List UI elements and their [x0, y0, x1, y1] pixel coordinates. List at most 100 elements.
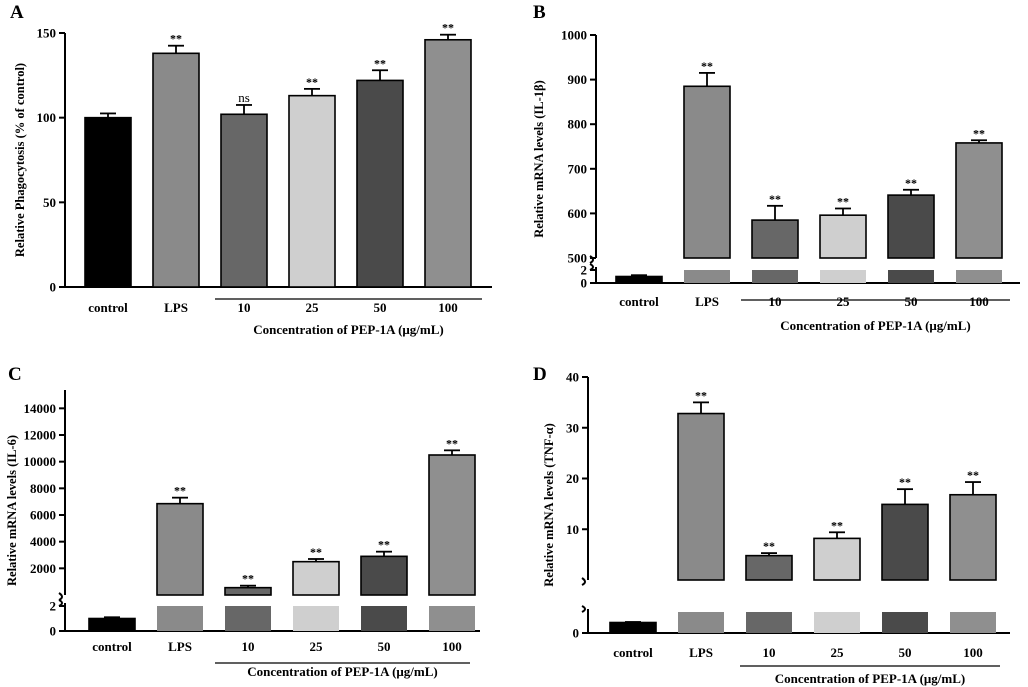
bar-LPS-upper	[156, 502, 204, 596]
significance-label: **	[378, 538, 390, 552]
y-tick-label: 14000	[24, 401, 57, 416]
significance-label: **	[174, 484, 186, 498]
bar-control	[84, 116, 132, 288]
x-tick-label: 100	[438, 300, 458, 315]
y-tick-label: 1000	[561, 28, 587, 43]
axis-break-mark	[589, 255, 594, 264]
significance-label: **	[310, 545, 322, 559]
y-tick-label: 20	[566, 471, 579, 486]
bar-50-lower	[888, 270, 934, 283]
significance-label: **	[831, 518, 843, 532]
bar-100	[424, 38, 472, 288]
y-axis-label: Relative mRNA levels (TNF-α)	[542, 423, 556, 587]
x-tick-label: 10	[238, 300, 251, 315]
y-tick-label: 30	[566, 420, 579, 435]
x-tick-label: 25	[831, 645, 845, 660]
y-tick-label: 4000	[30, 534, 56, 549]
bar-50-upper	[881, 503, 929, 581]
bar-LPS-lower	[678, 612, 724, 633]
x-tick-label: 50	[374, 300, 387, 315]
significance-label: **	[446, 436, 458, 450]
significance-label: **	[899, 475, 911, 489]
bar-25	[288, 94, 336, 288]
y-tick-label: 10	[566, 522, 579, 537]
bar-10-upper	[751, 219, 799, 259]
y-tick-label: 2	[50, 599, 57, 614]
y-tick-label: 12000	[24, 428, 57, 443]
significance-label: **	[374, 56, 386, 70]
x-tick-label: control	[613, 645, 653, 660]
significance-label: **	[170, 32, 182, 46]
x-axis-label: Concentration of PEP-1A (μg/mL)	[247, 664, 437, 679]
significance-label: **	[763, 539, 775, 553]
significance-label: **	[242, 572, 254, 586]
x-tick-label: 10	[763, 645, 776, 660]
bar-50-lower	[882, 612, 928, 633]
axis-break-mark	[58, 592, 63, 601]
x-tick-label: 100	[963, 645, 983, 660]
x-tick-label: LPS	[168, 639, 192, 654]
y-tick-label: 150	[37, 26, 57, 41]
y-tick-label: 8000	[30, 481, 56, 496]
bar-control	[615, 275, 663, 284]
bar-100-lower	[429, 606, 475, 631]
bar-50-lower	[361, 606, 407, 631]
x-tick-label: 10	[242, 639, 255, 654]
bar-50	[356, 79, 404, 288]
y-tick-label: 0	[573, 626, 580, 641]
bar-10-upper	[745, 554, 793, 581]
x-tick-label: control	[88, 300, 128, 315]
bar-25-upper	[292, 560, 340, 596]
x-tick-label: LPS	[695, 294, 719, 309]
x-tick-label: LPS	[689, 645, 713, 660]
x-tick-label: 25	[310, 639, 324, 654]
bar-LPS-upper	[677, 412, 725, 581]
x-axis-label: Concentration of PEP-1A (μg/mL)	[253, 322, 443, 337]
bar-50-upper	[887, 194, 935, 259]
bar-control	[88, 617, 136, 632]
bar-25-lower	[293, 606, 339, 631]
x-axis-label: Concentration of PEP-1A (μg/mL)	[775, 671, 965, 686]
bar-LPS	[152, 52, 200, 288]
y-tick-label: 800	[568, 117, 588, 132]
panel-label-C: C	[8, 364, 22, 385]
bar-10-lower	[746, 612, 792, 633]
y-tick-label: 0	[50, 624, 57, 639]
bar-25-lower	[814, 612, 860, 633]
significance-label: **	[442, 21, 454, 35]
chart-panel-C: C Relative mRNA levels (IL-6) 0 2 2000 4000 60…	[5, 364, 480, 679]
x-tick-label: control	[619, 294, 659, 309]
y-tick-label: 2	[581, 263, 588, 278]
panel-label-B: B	[533, 2, 546, 23]
x-axis-label: Concentration of PEP-1A (μg/mL)	[780, 318, 970, 333]
significance-label: ns	[238, 90, 250, 105]
bar-LPS-lower	[684, 270, 730, 283]
x-tick-label: 100	[442, 639, 462, 654]
significance-label: **	[695, 388, 707, 402]
bar-10	[220, 113, 268, 288]
bar-control	[609, 621, 657, 634]
axis-break-mark	[581, 605, 586, 613]
bar-100-lower	[950, 612, 996, 633]
x-tick-label: 10	[769, 294, 782, 309]
y-tick-label: 40	[566, 370, 579, 385]
bar-100-upper	[428, 454, 476, 596]
significance-label: **	[967, 468, 979, 482]
y-tick-label: 100	[37, 110, 57, 125]
bar-LPS-upper	[683, 85, 731, 259]
panel-label-D: D	[533, 364, 547, 385]
y-tick-label: 700	[568, 161, 588, 176]
x-tick-label: 50	[899, 645, 912, 660]
x-tick-label: 50	[378, 639, 391, 654]
x-tick-label: LPS	[164, 300, 188, 315]
bar-100-upper	[955, 142, 1003, 259]
bar-50-upper	[360, 555, 408, 596]
y-tick-label: 6000	[30, 508, 56, 523]
significance-label: **	[905, 176, 917, 190]
bar-100-upper	[949, 493, 997, 581]
y-tick-label: 500	[568, 251, 588, 266]
chart-panel-D: D Relative mRNA levels (TNF-α) 0 10 20 30 40 co…	[533, 364, 1010, 686]
y-axis-label: Relative mRNA levels (IL-6)	[5, 435, 19, 586]
bar-10-lower	[752, 270, 798, 283]
